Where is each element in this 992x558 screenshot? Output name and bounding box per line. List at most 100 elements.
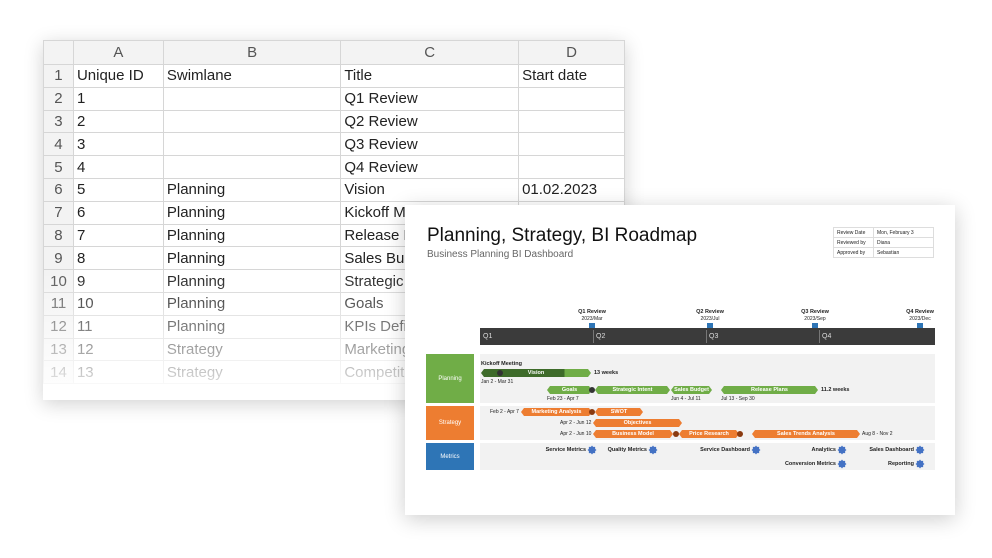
gear-icon	[587, 445, 597, 455]
task-label: Objectives	[623, 420, 652, 426]
cell[interactable]	[162, 86, 342, 111]
milestone-dot-icon	[589, 387, 595, 393]
row-number[interactable]: 4	[43, 132, 74, 157]
task-sales-budget[interactable]: Sales Budget	[671, 386, 712, 394]
cell[interactable]: Planning	[162, 177, 342, 202]
column-header[interactable]: D	[518, 40, 625, 65]
task-release-plans[interactable]: Release Plans	[721, 386, 818, 394]
quarter-label: Q2	[596, 333, 606, 340]
cell[interactable]: 2	[72, 109, 164, 134]
task-goals[interactable]: Goals	[547, 386, 592, 394]
row-number[interactable]: 12	[43, 314, 74, 339]
metric-label: Service Dashboard	[700, 447, 750, 453]
table-row: 2 1 Q1 Review	[43, 86, 625, 111]
row-number[interactable]: 6	[43, 177, 74, 202]
row-number[interactable]: 7	[43, 200, 74, 225]
cell[interactable]: Strategy	[162, 337, 342, 362]
row-number[interactable]: 9	[43, 246, 74, 271]
cell[interactable]: Planning	[162, 314, 342, 339]
cell[interactable]: Q4 Review	[340, 155, 520, 179]
cell[interactable]	[162, 155, 342, 179]
task-swot[interactable]: SWOT	[595, 408, 643, 416]
row-number[interactable]: 2	[43, 86, 74, 111]
cell[interactable]: 6	[72, 200, 164, 225]
row-number[interactable]: 14	[43, 360, 74, 385]
milestone-flag-icon	[707, 323, 713, 330]
cell[interactable]	[518, 155, 625, 179]
cell[interactable]: Q3 Review	[340, 132, 520, 157]
cell[interactable]	[518, 109, 625, 134]
cell[interactable]: 01.02.2023	[518, 177, 625, 202]
cell[interactable]: Q1 Review	[340, 86, 520, 111]
cell[interactable]	[518, 86, 625, 111]
cell[interactable]: Planning	[162, 291, 342, 316]
task-business-model[interactable]: Business Model	[593, 430, 673, 438]
task-label: Release Plans	[751, 387, 788, 393]
cell[interactable]: Start date	[518, 64, 625, 88]
date-range: Apr 2 - Jun 12	[560, 420, 592, 426]
milestone-date: 2023/Dec	[909, 316, 931, 322]
row-number[interactable]: 3	[43, 109, 74, 134]
gear-icon	[751, 445, 761, 455]
milestone-label: Q4 Review	[906, 309, 934, 315]
cell[interactable]: 3	[72, 132, 164, 157]
row-number[interactable]: 11	[43, 291, 74, 316]
quarter-label: Q4	[822, 333, 832, 340]
row-number[interactable]: 10	[43, 269, 74, 293]
cell[interactable]: Planning	[162, 223, 342, 248]
swimlane-planning[interactable]: Planning	[426, 354, 474, 403]
cell[interactable]: Title	[340, 64, 520, 88]
cell[interactable]: 5	[72, 177, 164, 202]
column-header[interactable]: B	[162, 40, 342, 65]
row-number[interactable]: 1	[43, 64, 74, 88]
task-objectives[interactable]: Objectives	[593, 419, 682, 427]
column-header[interactable]: A	[72, 40, 164, 65]
date-range: Apr 2 - Jun 10	[560, 431, 592, 437]
task-vision[interactable]: Vision	[481, 369, 591, 377]
row-number[interactable]: 8	[43, 223, 74, 248]
cell[interactable]: Unique ID	[72, 64, 164, 88]
cell[interactable]: Vision	[340, 177, 520, 202]
task-price-research[interactable]: Price Research	[679, 430, 739, 438]
cell[interactable]: 13	[72, 360, 164, 385]
cell[interactable]: 8	[72, 246, 164, 271]
table-row: 1 Unique ID Swimlane Title Start date	[43, 64, 625, 88]
swimlane-strategy[interactable]: Strategy	[426, 406, 474, 440]
cell[interactable]: 1	[72, 86, 164, 111]
table-row: 5 4 Q4 Review	[43, 155, 625, 179]
row-number[interactable]: 5	[43, 155, 74, 179]
cell[interactable]: 10	[72, 291, 164, 316]
swimlane-metrics[interactable]: Metrics	[426, 443, 474, 470]
cell[interactable]	[518, 132, 625, 157]
cell[interactable]	[162, 132, 342, 157]
milestone-date: 2023/Jul	[700, 316, 720, 322]
gear-icon	[837, 445, 847, 455]
task-label: Strategic Intent	[612, 387, 653, 393]
cell[interactable]: 11	[72, 314, 164, 339]
column-header[interactable]: C	[340, 40, 520, 65]
cell[interactable]: Planning	[162, 200, 342, 225]
cell[interactable]: 9	[72, 269, 164, 293]
cell[interactable]: Strategy	[162, 360, 342, 385]
roadmap-slide: Planning, Strategy, BI Roadmap Business …	[405, 205, 955, 515]
cell[interactable]: Planning	[162, 246, 342, 271]
cell[interactable]: Planning	[162, 269, 342, 293]
task-sales-trends-analysis[interactable]: Sales Trends Analysis	[752, 430, 860, 438]
milestone-flag-icon	[917, 323, 923, 330]
cell[interactable]: 4	[72, 155, 164, 179]
cell[interactable]: Q2 Review	[340, 109, 520, 134]
task-label: Goals	[561, 387, 578, 393]
task-strategic-intent[interactable]: Strategic Intent	[595, 386, 670, 394]
gear-icon	[915, 445, 925, 455]
cell[interactable]: Swimlane	[162, 64, 342, 88]
select-all-corner[interactable]	[43, 40, 74, 65]
quarter-divider	[706, 330, 707, 343]
task-marketing-analysis[interactable]: Marketing Analysis	[521, 408, 592, 416]
metric-label: Conversion Metrics	[784, 461, 836, 467]
row-number[interactable]: 13	[43, 337, 74, 362]
meta-value: Diana	[873, 237, 934, 248]
cell[interactable]: 7	[72, 223, 164, 248]
cell[interactable]	[162, 109, 342, 134]
cell[interactable]: 12	[72, 337, 164, 362]
page-title: Planning, Strategy, BI Roadmap	[427, 225, 698, 246]
